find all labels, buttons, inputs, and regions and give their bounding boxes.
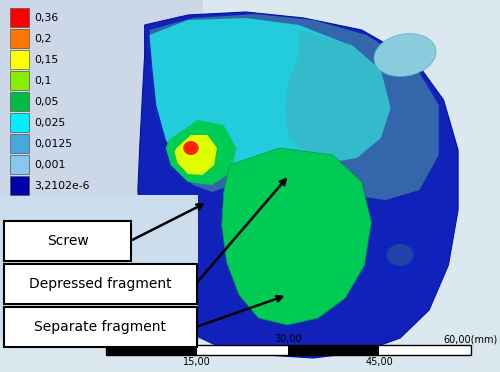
PathPatch shape bbox=[284, 30, 391, 162]
Text: Depressed fragment: Depressed fragment bbox=[29, 277, 172, 291]
Text: 0,0125: 0,0125 bbox=[34, 138, 72, 148]
Bar bbox=[288, 345, 380, 355]
Text: Separate fragment: Separate fragment bbox=[34, 320, 166, 334]
Bar bbox=[0, 195, 198, 340]
Text: 3,2102e-6: 3,2102e-6 bbox=[34, 180, 90, 190]
PathPatch shape bbox=[166, 120, 236, 185]
Bar bbox=[106, 345, 197, 355]
Text: 45,00: 45,00 bbox=[365, 357, 393, 367]
Text: 30,00: 30,00 bbox=[274, 334, 302, 344]
Text: 0,001: 0,001 bbox=[34, 160, 65, 170]
Bar bbox=[0, 0, 202, 340]
Bar bbox=[10, 134, 29, 153]
Ellipse shape bbox=[374, 33, 436, 76]
Bar bbox=[380, 345, 470, 355]
Bar bbox=[197, 345, 288, 355]
Bar bbox=[10, 8, 29, 27]
FancyBboxPatch shape bbox=[4, 264, 196, 304]
Bar bbox=[10, 92, 29, 111]
Circle shape bbox=[156, 212, 187, 244]
Text: 15,00: 15,00 bbox=[183, 357, 210, 367]
PathPatch shape bbox=[150, 14, 439, 200]
PathPatch shape bbox=[150, 18, 381, 175]
FancyBboxPatch shape bbox=[4, 307, 196, 347]
Bar bbox=[10, 50, 29, 69]
Bar bbox=[10, 29, 29, 48]
Text: 0,05: 0,05 bbox=[34, 96, 58, 106]
Text: 0,2: 0,2 bbox=[34, 33, 51, 44]
Text: 0,1: 0,1 bbox=[34, 76, 51, 86]
Text: 0,025: 0,025 bbox=[34, 118, 65, 128]
Bar bbox=[10, 155, 29, 174]
Ellipse shape bbox=[386, 244, 413, 266]
Text: 0,00: 0,00 bbox=[96, 334, 117, 344]
Ellipse shape bbox=[183, 141, 198, 155]
PathPatch shape bbox=[174, 135, 217, 175]
Circle shape bbox=[161, 217, 182, 239]
Text: 0,15: 0,15 bbox=[34, 55, 58, 64]
Bar bbox=[10, 71, 29, 90]
Bar bbox=[106, 345, 470, 355]
Bar bbox=[10, 176, 29, 195]
PathPatch shape bbox=[138, 12, 458, 358]
Bar bbox=[10, 113, 29, 132]
FancyBboxPatch shape bbox=[4, 221, 131, 261]
PathPatch shape bbox=[222, 148, 372, 325]
Text: 60,00(mm): 60,00(mm) bbox=[444, 334, 498, 344]
Text: Screw: Screw bbox=[46, 234, 88, 248]
Text: 0,36: 0,36 bbox=[34, 13, 58, 22]
